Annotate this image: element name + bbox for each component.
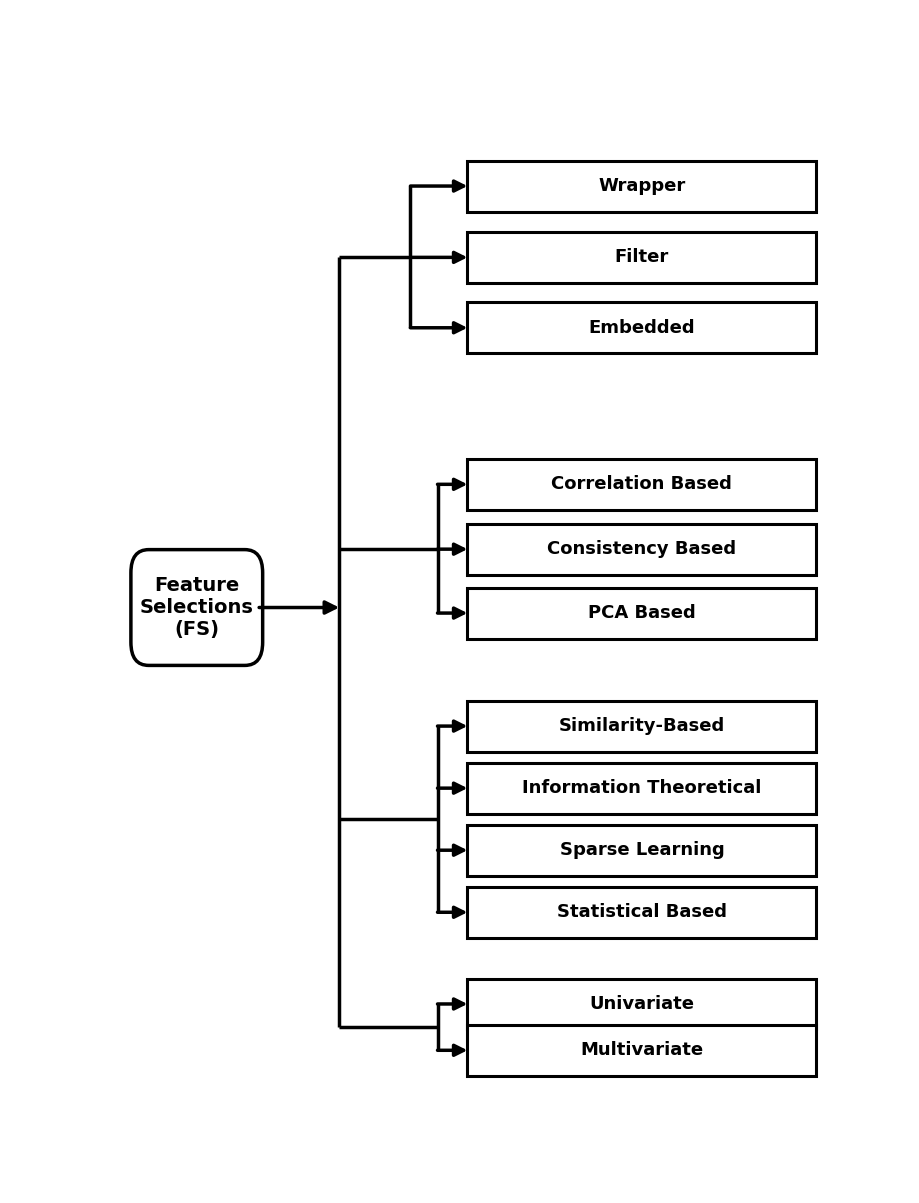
Text: Embedded: Embedded xyxy=(588,319,696,337)
FancyBboxPatch shape xyxy=(468,825,816,876)
FancyBboxPatch shape xyxy=(468,523,816,575)
FancyBboxPatch shape xyxy=(468,763,816,813)
Text: Information Theoretical: Information Theoretical xyxy=(522,780,762,798)
Text: Sparse Learning: Sparse Learning xyxy=(560,841,724,859)
FancyBboxPatch shape xyxy=(468,1025,816,1075)
Text: Similarity-Based: Similarity-Based xyxy=(559,717,725,735)
FancyBboxPatch shape xyxy=(468,700,816,752)
FancyBboxPatch shape xyxy=(468,587,816,639)
Text: Wrapper: Wrapper xyxy=(598,177,686,195)
Text: Filter: Filter xyxy=(615,248,669,266)
Text: PCA Based: PCA Based xyxy=(588,604,696,622)
FancyBboxPatch shape xyxy=(130,550,263,665)
Text: Consistency Based: Consistency Based xyxy=(548,540,736,558)
FancyBboxPatch shape xyxy=(468,978,816,1030)
FancyBboxPatch shape xyxy=(468,302,816,354)
Text: Statistical Based: Statistical Based xyxy=(557,903,727,921)
Text: Multivariate: Multivariate xyxy=(581,1042,703,1060)
Text: Feature
Selections
(FS): Feature Selections (FS) xyxy=(140,576,254,639)
FancyBboxPatch shape xyxy=(468,887,816,938)
FancyBboxPatch shape xyxy=(468,160,816,212)
Text: Correlation Based: Correlation Based xyxy=(551,475,732,493)
FancyBboxPatch shape xyxy=(468,458,816,510)
FancyBboxPatch shape xyxy=(468,232,816,283)
Text: Univariate: Univariate xyxy=(589,995,695,1013)
